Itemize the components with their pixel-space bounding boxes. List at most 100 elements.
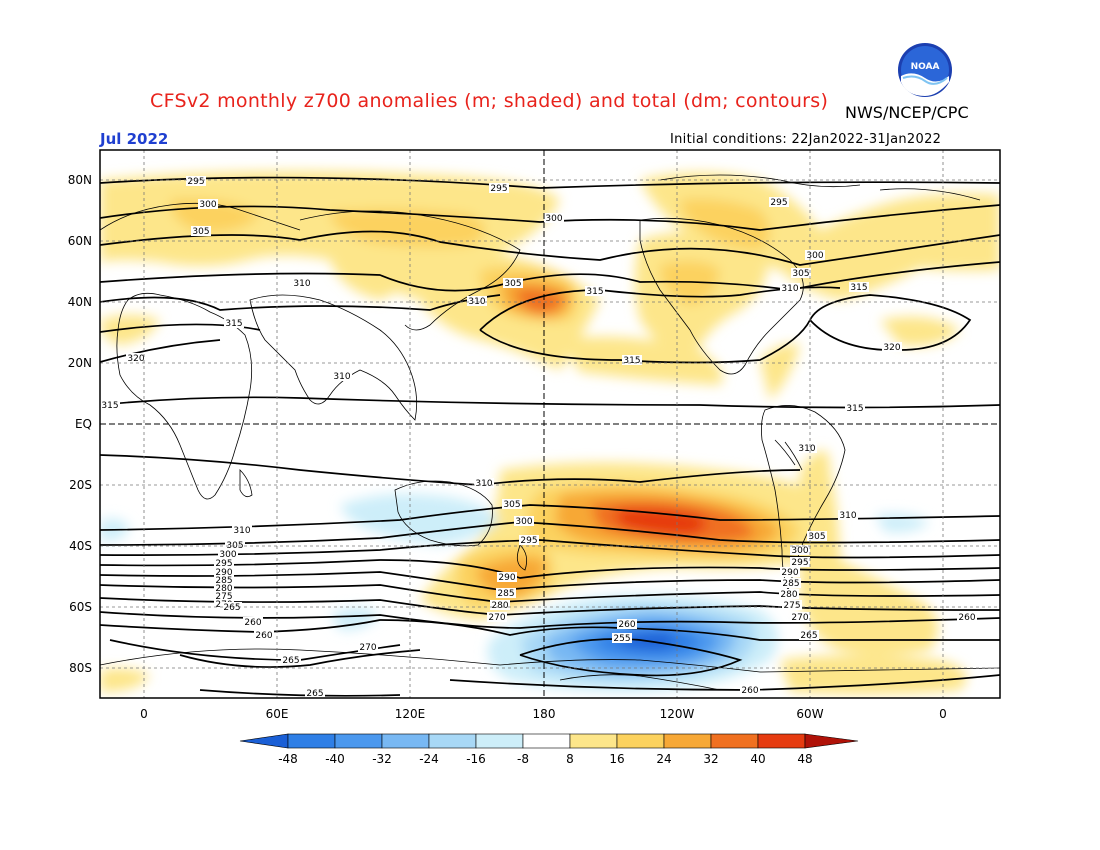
svg-text:300: 300 (219, 550, 236, 560)
contour-label: 310 (797, 443, 817, 454)
equator-dateline (100, 150, 1000, 698)
svg-text:305: 305 (192, 227, 209, 237)
contour-label: 270 (790, 612, 810, 623)
lat-label: 60S (69, 600, 92, 614)
svg-text:285: 285 (782, 579, 799, 589)
svg-text:295: 295 (215, 559, 232, 569)
contour-label: 295 (214, 558, 234, 569)
colorbar-swatch (569, 733, 618, 749)
contour-label: 295 (519, 535, 539, 546)
contour-label: 300 (805, 250, 825, 261)
svg-text:310: 310 (839, 511, 856, 521)
contour-label: 280 (490, 600, 510, 611)
lat-label: 60N (68, 234, 92, 248)
colorbar-tick: -40 (325, 752, 345, 766)
contour-label: 300 (544, 213, 564, 224)
svg-text:300: 300 (199, 200, 216, 210)
svg-text:280: 280 (780, 590, 797, 600)
svg-text:295: 295 (520, 536, 537, 546)
contour-label: 305 (191, 226, 211, 237)
svg-text:280: 280 (215, 584, 232, 594)
svg-text:310: 310 (233, 526, 250, 536)
contour-label: 295 (790, 557, 810, 568)
contour-label: 315 (585, 286, 605, 297)
svg-text:300: 300 (806, 251, 823, 261)
svg-text:315: 315 (225, 319, 242, 329)
contour-label: 265 (281, 655, 301, 666)
svg-text:320: 320 (883, 343, 900, 353)
svg-text:315: 315 (850, 283, 867, 293)
svg-text:310: 310 (293, 279, 310, 289)
svg-text:310: 310 (475, 479, 492, 489)
svg-text:265: 265 (223, 603, 240, 613)
svg-text:315: 315 (623, 356, 640, 366)
contour-label: 260 (243, 617, 263, 628)
contour-label: 305 (502, 499, 522, 510)
svg-text:260: 260 (618, 620, 635, 630)
svg-text:295: 295 (791, 558, 808, 568)
colorbar-swatch (757, 733, 806, 749)
svg-text:295: 295 (490, 184, 507, 194)
colorbar-tick: -24 (419, 752, 439, 766)
svg-text:315: 315 (101, 401, 118, 411)
contour-label: 290 (214, 567, 234, 578)
contour-label: 300 (198, 199, 218, 210)
lat-label: 20S (69, 478, 92, 492)
svg-text:290: 290 (781, 568, 798, 578)
svg-text:295: 295 (770, 198, 787, 208)
month-label: Jul 2022 (100, 130, 169, 148)
contour-label: 310 (292, 278, 312, 289)
lat-label: 40S (69, 539, 92, 553)
svg-text:280: 280 (491, 601, 508, 611)
colorbar-tick: 32 (703, 752, 718, 766)
grid-lines (100, 150, 1000, 698)
svg-text:310: 310 (798, 444, 815, 454)
contour-label: 295 (769, 197, 789, 208)
lon-label: 60W (796, 707, 823, 721)
contour-label: 300 (218, 549, 238, 560)
noaa-logo: NOAA (898, 43, 952, 97)
contour-label: 295 (186, 176, 206, 187)
contour-label: 310 (232, 525, 252, 536)
lon-label: 120E (395, 707, 426, 721)
svg-text:275: 275 (783, 601, 800, 611)
lat-label: 80S (69, 661, 92, 675)
contour-label: 270 (487, 612, 507, 623)
lat-label: 40N (68, 295, 92, 309)
svg-text:285: 285 (497, 589, 514, 599)
svg-text:260: 260 (958, 613, 975, 623)
agency-label: NWS/NCEP/CPC (845, 103, 969, 122)
svg-text:315: 315 (586, 287, 603, 297)
lon-label: 180 (533, 707, 556, 721)
contour-label: 265 (305, 688, 325, 699)
lat-label: 20N (68, 356, 92, 370)
colorbar-tick: -16 (466, 752, 486, 766)
contour-label: 310 (332, 371, 352, 382)
svg-text:275: 275 (215, 592, 232, 602)
svg-text:305: 305 (808, 532, 825, 542)
contour-label: 305 (807, 531, 827, 542)
svg-text:260: 260 (244, 618, 261, 628)
contour-label: 290 (497, 572, 517, 583)
map-frame (99, 149, 1001, 699)
contour-label: 310 (474, 478, 494, 489)
svg-text:315: 315 (846, 404, 863, 414)
lon-label: 120W (660, 707, 695, 721)
colorbar-swatch (616, 733, 665, 749)
contour-label: 315 (849, 282, 869, 293)
colorbar-swatch (334, 733, 383, 749)
colorbar-swatch (381, 733, 430, 749)
contour-label: 295 (489, 183, 509, 194)
svg-text:260: 260 (741, 686, 758, 696)
contour-label: 260 (957, 612, 977, 623)
contour-label: 260 (740, 685, 760, 696)
svg-text:265: 265 (306, 689, 323, 699)
contour-label: 300 (514, 516, 534, 527)
colorbar-arrow-right (804, 733, 859, 749)
contour-label: 265 (799, 630, 819, 641)
svg-text:285: 285 (215, 576, 232, 586)
colorbar-tick: -8 (517, 752, 529, 766)
contour-label: 265 (222, 602, 242, 613)
colorbar-swatch (428, 733, 477, 749)
